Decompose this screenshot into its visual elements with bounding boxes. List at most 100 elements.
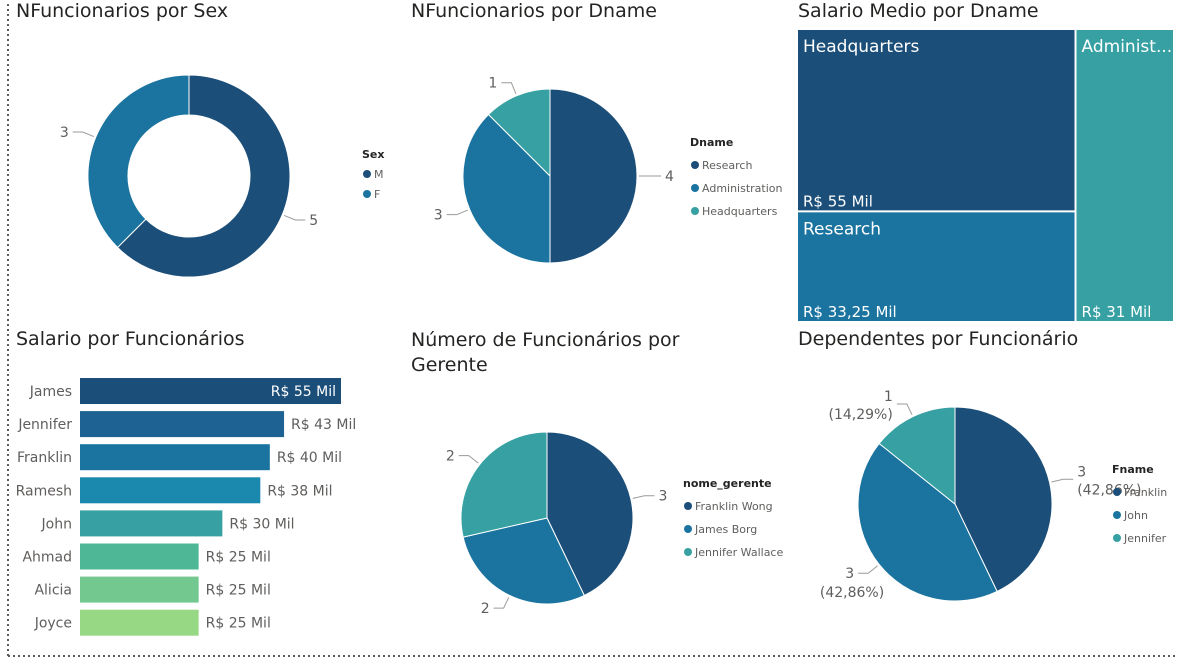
dependentes-label-1: 3 [845,566,854,582]
chart-title-dname: NFuncionarios por Dname [411,0,657,22]
treemap-value-2: R$ 31 Mil [1082,303,1152,321]
gerente-label-1: 2 [481,601,490,617]
sex-slice-0[interactable] [116,74,291,278]
chart-title-gerente: Número de Funcionários por Gerente [411,329,680,376]
gerente-label-2: 2 [446,449,455,465]
bar-category-7: Joyce [34,616,72,632]
salario-dname-treemap[interactable]: Headquarters R$ 55 Mil Research R$ 33,25 Mi… [0,0,1177,330]
dependentes-legend-item-0[interactable]: Franklin [1124,486,1167,499]
bar-category-1: Jennifer [17,417,72,433]
salario-func-bar-chart[interactable]: James R$ 55 Mil Jennifer R$ 43 Mil Franklin R… [0,0,400,661]
dependentes-legend-marker-2 [1113,534,1121,542]
dependentes-leader-0 [1051,478,1074,483]
gerente-leader-2 [458,455,479,464]
bar-6[interactable] [80,576,199,603]
bar-7[interactable] [80,609,199,636]
dependentes-label-2: 1 [884,389,893,405]
gerente-legend-item-2[interactable]: Jennifer Wallace [694,546,783,559]
dependentes-slice-0[interactable] [954,406,1053,593]
bar-4[interactable] [80,510,223,537]
gerente-slice-0[interactable] [546,431,634,597]
dependentes-legend-item-1[interactable]: John [1123,509,1148,522]
bar-category-5: Ahmad [22,550,72,566]
dependentes-slice-1[interactable] [857,442,998,602]
sex-legend-item-0[interactable]: M [374,168,384,181]
dname-label-2: 1 [488,76,497,92]
dependentes-pct-1: (42,86%) [820,585,884,601]
bar-category-6: Alicia [34,583,72,599]
bar-value-4: R$ 30 Mil [229,516,294,532]
bar-category-2: Franklin [17,450,72,466]
bar-5[interactable] [80,543,199,570]
bar-value-1: R$ 43 Mil [291,417,356,433]
gerente-legend-item-0[interactable]: Franklin Wong [695,500,773,513]
treemap-tile-2[interactable] [1076,30,1173,321]
gerente-legend-item-1[interactable]: James Borg [694,523,757,536]
bar-1[interactable] [80,411,285,438]
sex-donut-chart[interactable]: 5 3 Sex MF [0,0,400,320]
gerente-slice-1[interactable] [462,517,585,605]
dname-legend-title: Dname [690,136,733,149]
gerente-legend-marker-2 [684,548,692,556]
dependentes-legend-marker-1 [1113,511,1121,519]
bar-value-3: R$ 38 Mil [267,483,332,499]
dependentes-label-0: 3 [1077,464,1086,480]
chart-title-sex: NFuncionarios por Sex [16,0,229,22]
treemap-category-1: Research [803,219,881,239]
dname-leader-1 [446,209,468,216]
dname-legend-marker-1 [691,184,699,192]
dependentes-legend-marker-0 [1113,488,1121,496]
bar-category-4: John [41,516,72,532]
dname-leader-2 [501,82,517,94]
dname-pie-chart[interactable]: 4 3 1 Dname Research Administration Headquarte… [0,0,1177,320]
dname-slice-1[interactable] [462,113,551,264]
dname-slice-2[interactable] [487,88,551,178]
gerente-slice-2[interactable] [460,431,548,538]
bar-value-7: R$ 25 Mil [206,616,271,632]
dname-label-0: 4 [665,169,674,185]
sex-label-0: 5 [309,213,318,229]
bar-3[interactable] [80,477,261,504]
bar-value-0: R$ 55 Mil [271,384,336,400]
gerente-legend-marker-0 [684,502,692,510]
dname-slice-0[interactable] [549,88,638,264]
gerente-label-0: 3 [658,489,667,505]
bar-value-6: R$ 25 Mil [206,583,271,599]
treemap-tile-0[interactable] [798,30,1075,211]
treemap-value-0: R$ 55 Mil [803,192,873,210]
dname-legend-marker-2 [691,207,699,215]
sex-label-1: 3 [60,125,69,141]
gerente-legend-title: nome_gerente [683,477,772,490]
dname-legend-item-2[interactable]: Headquarters [702,205,778,218]
bar-0[interactable] [80,378,341,404]
bar-category-0: James [29,384,72,400]
sex-slice-1[interactable] [87,74,190,249]
sex-leader-0 [283,214,306,221]
treemap-category-2: Administ... [1082,37,1173,57]
dependentes-legend-item-2[interactable]: Jennifer [1123,532,1167,545]
chart-title-salario-func: Salario por Funcionários [16,328,245,350]
gerente-leader-0 [632,495,655,499]
dependentes-pct-0: (42,86%) [1077,482,1141,498]
dependentes-leader-1 [858,565,878,574]
dname-legend-item-1[interactable]: Administration [702,182,783,195]
sex-leader-1 [72,131,95,138]
bar-value-5: R$ 25 Mil [206,550,271,566]
dname-legend-item-0[interactable]: Research [702,159,752,172]
bar-2[interactable] [80,444,270,471]
dname-legend-marker-0 [691,161,699,169]
gerente-legend-marker-1 [684,525,692,533]
bar-value-2: R$ 40 Mil [277,450,342,466]
gerente-leader-1 [493,597,510,609]
dname-label-1: 3 [434,208,443,224]
chart-title-dependentes: Dependentes por Funcionário [798,328,1079,350]
dependentes-pct-2: (14,29%) [829,407,893,423]
bar-category-3: Ramesh [16,483,72,499]
sex-legend-title: Sex [362,148,384,161]
dependentes-slice-2[interactable] [878,406,956,506]
treemap-tile-1[interactable] [798,212,1075,321]
dependentes-legend-title: Fname [1112,463,1154,476]
sex-legend-item-1[interactable]: F [374,188,380,201]
